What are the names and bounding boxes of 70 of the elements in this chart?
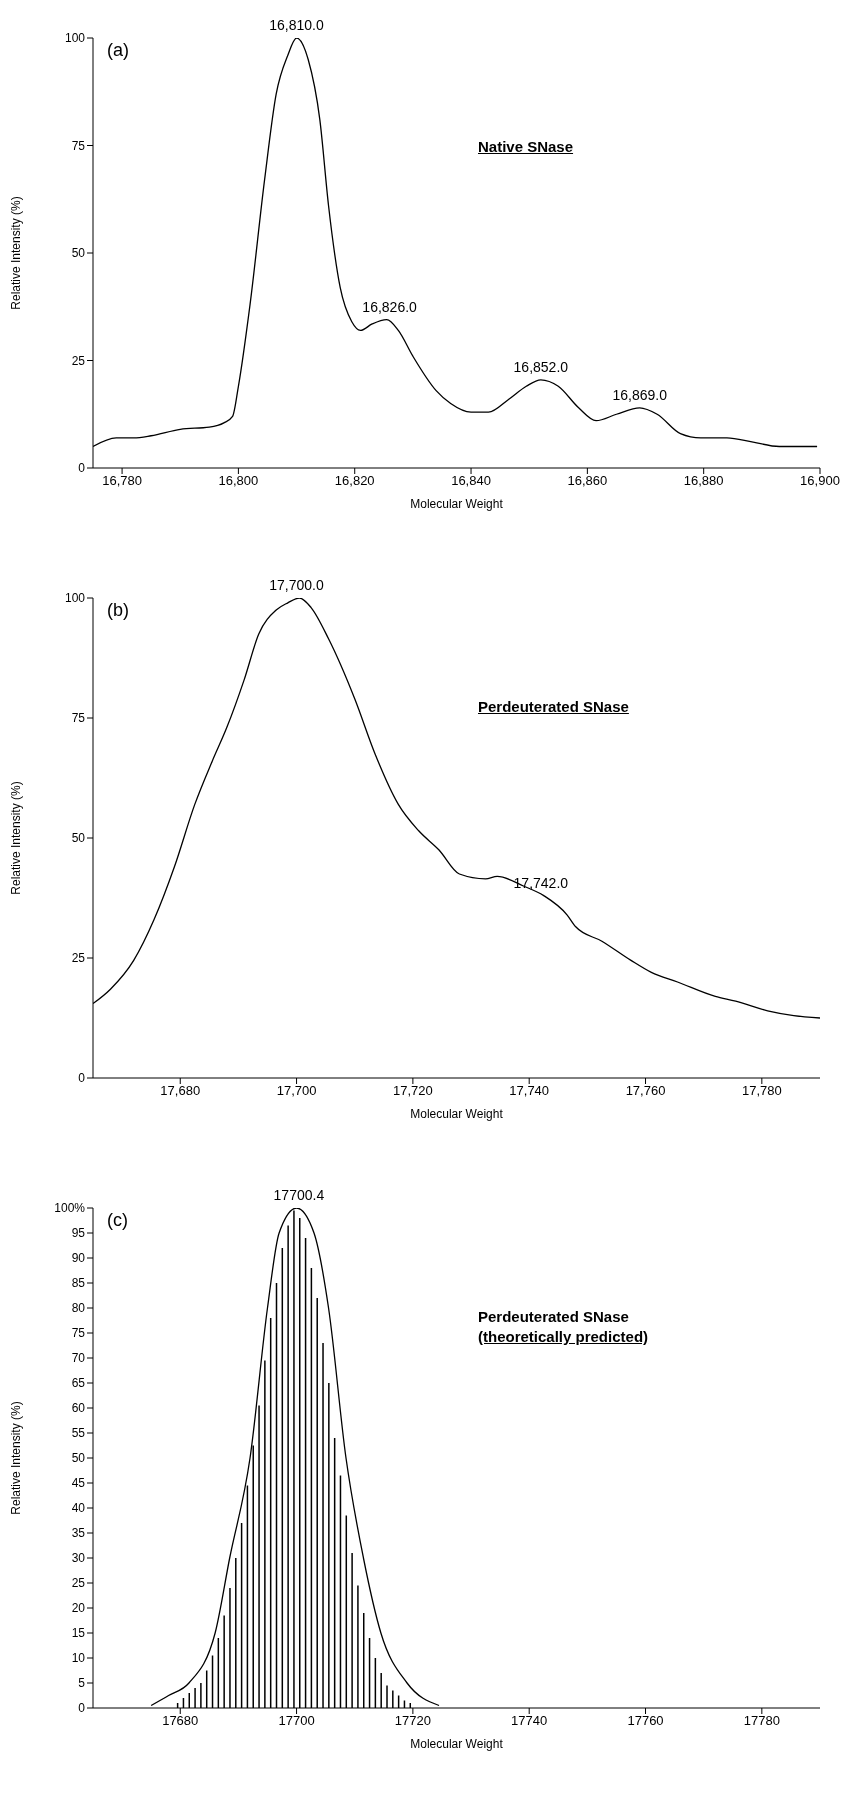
y-tick-label: 65 xyxy=(71,1376,86,1391)
annotation: (c) xyxy=(107,1210,128,1231)
annotation: 16,810.0 xyxy=(269,17,325,33)
y-tick-label: 0 xyxy=(78,1701,86,1716)
y-tick-label: 55 xyxy=(71,1426,86,1441)
y-tick-label: 15 xyxy=(71,1626,86,1641)
annotation: 16,852.0 xyxy=(513,358,569,375)
y-tick-label: 80 xyxy=(71,1301,86,1316)
y-tick-label: 0 xyxy=(78,461,86,476)
x-axis-title: Molecular Weight xyxy=(410,1737,504,1751)
y-tick-label: 100 xyxy=(64,31,86,46)
y-tick-label: 20 xyxy=(71,1601,86,1616)
x-tick-label: 16,800 xyxy=(218,473,259,489)
annotation: 17700.4 xyxy=(273,1187,325,1203)
annotation: Perdeuterated SNase xyxy=(478,1308,629,1325)
y-axis-title: Relative Intensity (%) xyxy=(9,196,24,310)
y-tick-label: 50 xyxy=(71,831,86,846)
x-tick-label: 17,700 xyxy=(276,1083,317,1099)
x-tick-label: 17700 xyxy=(278,1713,315,1729)
x-tick-label: 17740 xyxy=(511,1713,548,1729)
y-tick-label: 50 xyxy=(71,246,86,261)
y-tick-label: 85 xyxy=(71,1276,86,1291)
annotation: 17,742.0 xyxy=(513,874,569,891)
x-tick-label: 16,860 xyxy=(567,473,608,489)
annotation: (a) xyxy=(107,40,129,61)
y-tick-label: 75 xyxy=(71,138,86,153)
x-axis-title: Molecular Weight xyxy=(410,497,504,511)
x-tick-label: 17,780 xyxy=(741,1083,782,1099)
x-tick-label: 16,780 xyxy=(102,473,142,489)
x-tick-label: 17,720 xyxy=(393,1083,433,1099)
x-tick-label: 16,900 xyxy=(800,473,840,489)
x-axis-title: Molecular Weight xyxy=(410,1107,504,1121)
annotation: (theoretically predicted) xyxy=(478,1328,649,1345)
annotation: (b) xyxy=(107,600,129,621)
annotation: Native SNase xyxy=(478,138,574,155)
x-tick-label: 16,880 xyxy=(683,473,724,489)
annotation: 16,826.0 xyxy=(362,298,418,315)
x-tick-label: 16,820 xyxy=(334,473,375,489)
x-tick-label: 16,840 xyxy=(451,473,491,489)
annotation: 17,700.0 xyxy=(269,577,325,593)
x-tick-label: 17,760 xyxy=(625,1083,666,1099)
y-tick-label: 35 xyxy=(71,1526,86,1541)
y-tick-label: 50 xyxy=(71,1451,86,1466)
y-tick-label: 25 xyxy=(71,1576,86,1591)
annotation: Perdeuterated SNase xyxy=(478,698,629,715)
x-tick-label: 17,740 xyxy=(509,1083,550,1099)
x-tick-label: 17720 xyxy=(394,1713,431,1729)
y-tick-label: 95 xyxy=(71,1226,86,1241)
y-tick-label: 5 xyxy=(78,1676,86,1691)
y-tick-label: 10 xyxy=(71,1651,86,1666)
y-tick-label: 90 xyxy=(71,1251,86,1266)
y-tick-label: 100 xyxy=(64,591,86,606)
x-tick-label: 17680 xyxy=(162,1713,199,1729)
y-tick-label: 0 xyxy=(78,1071,86,1086)
y-tick-label: 100% xyxy=(54,1201,86,1216)
y-tick-label: 45 xyxy=(71,1476,86,1491)
y-tick-label: 75 xyxy=(71,711,86,726)
y-tick-label: 60 xyxy=(71,1401,86,1416)
annotation: 16,869.0 xyxy=(612,386,668,403)
x-tick-label: 17760 xyxy=(627,1713,664,1729)
x-tick-label: 17780 xyxy=(743,1713,780,1729)
y-tick-label: 30 xyxy=(71,1551,86,1566)
x-tick-label: 17,680 xyxy=(160,1083,201,1099)
y-axis-title: Relative Intensity (%) xyxy=(9,1401,24,1515)
y-tick-label: 40 xyxy=(71,1501,86,1516)
y-tick-label: 70 xyxy=(71,1351,86,1366)
y-axis-title: Relative Intensity (%) xyxy=(9,781,24,895)
y-tick-label: 25 xyxy=(71,951,86,966)
y-tick-label: 75 xyxy=(71,1326,86,1341)
y-tick-label: 25 xyxy=(71,353,86,368)
